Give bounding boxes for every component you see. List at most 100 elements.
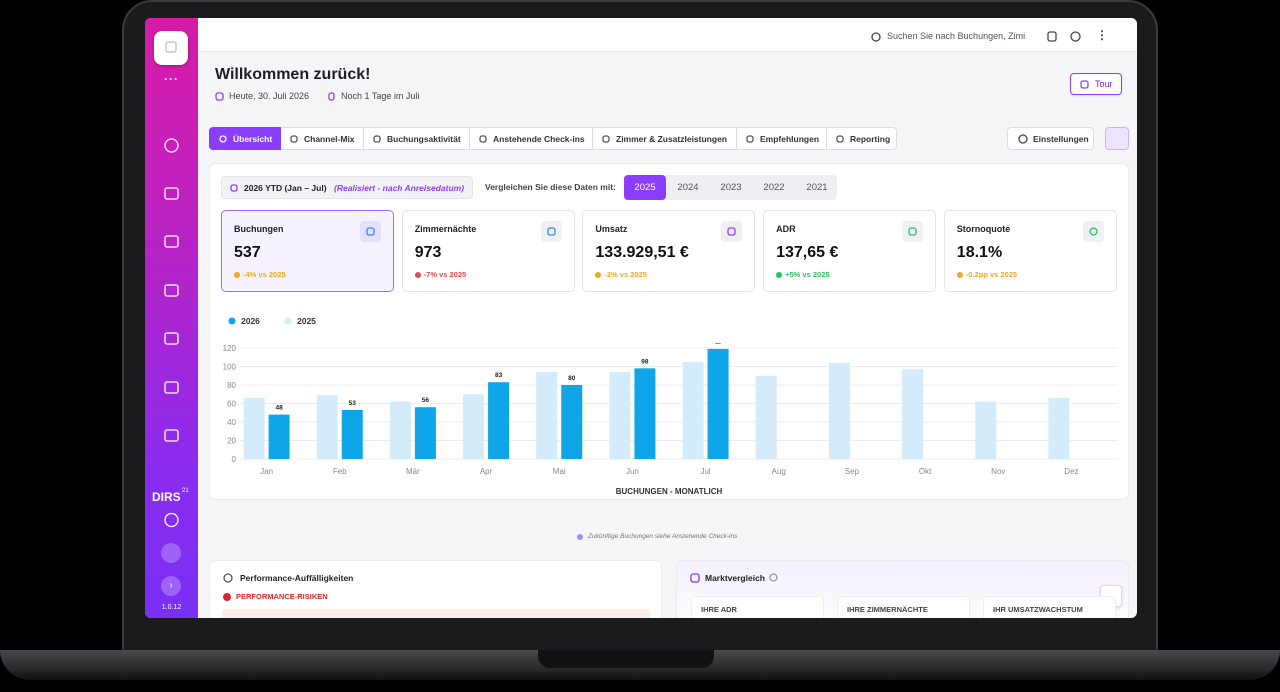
icon-shape bbox=[164, 138, 179, 153]
legend-label: 2025 bbox=[297, 316, 316, 326]
kpi-status-dot bbox=[595, 272, 602, 278]
kpi-value: 537 bbox=[234, 244, 261, 261]
screen: ··· DIRS 21 › 1.0.12 Suchen Sie nach Buchunge… bbox=[145, 18, 1137, 618]
compare-label: Vergleichen Sie diese Daten mit: bbox=[485, 182, 616, 192]
search-input[interactable]: Suchen Sie nach Buchungen, Zimi bbox=[887, 31, 1026, 41]
x-tick-label: Mai bbox=[553, 467, 566, 476]
bar bbox=[561, 385, 583, 459]
nav-icon[interactable] bbox=[164, 138, 179, 153]
tab[interactable]: Übersicht bbox=[209, 127, 281, 150]
kpi-status-dot bbox=[234, 272, 240, 278]
kpi-card[interactable]: ADR 137,65 € +5% vs 2025 bbox=[763, 210, 937, 292]
icon-shape bbox=[223, 593, 231, 601]
tab[interactable]: Empfehlungen bbox=[737, 127, 827, 150]
collapse-btn[interactable] bbox=[161, 543, 181, 563]
kpi-icon bbox=[547, 227, 556, 236]
icon-shape bbox=[328, 92, 335, 101]
market-column-label: IHR UMSATZWACHSTUM bbox=[993, 605, 1083, 614]
period-note: (Realisiert - nach Anreisedatum) bbox=[334, 183, 465, 193]
icon-shape bbox=[219, 135, 227, 143]
nav-icon[interactable] bbox=[164, 235, 179, 248]
icon-shape bbox=[746, 135, 754, 143]
tab[interactable]: Buchungsaktivität bbox=[364, 127, 470, 150]
year-option[interactable]: 2024 bbox=[667, 175, 709, 200]
icon-shape bbox=[164, 235, 179, 248]
kpi-value: 973 bbox=[414, 244, 442, 261]
bar bbox=[414, 407, 436, 459]
icon-shape bbox=[479, 135, 487, 143]
kpi-card[interactable]: Umsatz 133.929,51 € -2% vs 2025 bbox=[582, 210, 756, 292]
y-tick-label: 100 bbox=[223, 363, 237, 372]
tab[interactable]: Channel-Mix bbox=[281, 127, 364, 150]
icon-shape bbox=[908, 227, 917, 236]
tab[interactable]: Anstehende Check-ins bbox=[470, 127, 593, 150]
kpi-label: Zimmernächte bbox=[414, 224, 477, 234]
brand-sup: 21 bbox=[182, 488, 189, 494]
legend-label: 2026 bbox=[241, 316, 260, 326]
tab-icon bbox=[373, 135, 381, 143]
kpi-card[interactable]: Stornoquote 18.1% -0.2pp vs 2025 bbox=[943, 210, 1117, 292]
year-label: 2024 bbox=[677, 182, 699, 193]
kpi-icon-bg bbox=[721, 221, 743, 242]
bar bbox=[707, 348, 729, 459]
kpi-icon-bg bbox=[1082, 221, 1104, 242]
legend-marker bbox=[228, 317, 236, 325]
year-option[interactable]: 2025 bbox=[624, 175, 666, 200]
bar bbox=[682, 361, 704, 459]
nav-icon[interactable] bbox=[164, 187, 179, 200]
kpi-card[interactable]: Zimmernächte 973 -7% vs 2025 bbox=[401, 210, 575, 292]
date: Heute, 30. Juli 2026 bbox=[229, 91, 310, 101]
icon-shape bbox=[1070, 31, 1081, 42]
x-tick-label: Okt bbox=[919, 467, 932, 476]
market-icon bbox=[690, 573, 700, 583]
settings-button[interactable]: Einstellungen bbox=[1007, 127, 1094, 150]
market-column-label: IHRE ZIMMERNÄCHTE bbox=[847, 605, 928, 614]
year-option[interactable]: 2021 bbox=[796, 175, 838, 200]
tab-label: Channel-Mix bbox=[304, 134, 355, 144]
tab-icon bbox=[219, 135, 227, 143]
year-option[interactable]: 2022 bbox=[753, 175, 795, 200]
bar bbox=[389, 401, 411, 459]
y-tick-label: 120 bbox=[223, 344, 237, 353]
x-tick-label: Jun bbox=[626, 467, 639, 476]
y-tick-label: 80 bbox=[227, 381, 236, 390]
magic-button[interactable] bbox=[1105, 127, 1129, 150]
tab[interactable]: Reporting bbox=[827, 127, 897, 150]
bar bbox=[634, 368, 656, 459]
market-column: IHRE ZIMMERNÄCHTE bbox=[837, 596, 970, 618]
icon-shape bbox=[164, 429, 179, 442]
phone-icon bbox=[164, 512, 179, 528]
future-note[interactable]: Zukünftige Buchungen siehe Anstehende Ch… bbox=[588, 533, 738, 540]
bar bbox=[268, 414, 290, 459]
kpi-label: Stornoquote bbox=[956, 224, 1011, 234]
icon-shape bbox=[769, 573, 778, 582]
kpi-status-dot bbox=[956, 272, 963, 278]
nav-icon[interactable] bbox=[164, 332, 179, 345]
kpi-delta: -2% vs 2025 bbox=[604, 270, 647, 279]
tour-button[interactable]: Tour bbox=[1070, 73, 1122, 95]
x-tick-label: Feb bbox=[333, 467, 347, 476]
gear-icon bbox=[1018, 134, 1028, 144]
y-tick-label: 20 bbox=[227, 437, 236, 446]
nav-icon[interactable] bbox=[164, 429, 179, 442]
nav-icon[interactable] bbox=[164, 284, 179, 297]
legend-marker bbox=[284, 317, 292, 325]
tab[interactable]: Zimmer & Zusatzleistungen bbox=[593, 127, 737, 150]
calendar-icon bbox=[215, 92, 224, 101]
kpi-status-dot bbox=[414, 272, 421, 278]
nav-icon[interactable] bbox=[164, 381, 179, 394]
help-icon[interactable] bbox=[1070, 31, 1081, 42]
kpi-icon-bg bbox=[360, 221, 381, 242]
x-tick-label: Jul bbox=[700, 467, 710, 476]
kpi-card[interactable]: Buchungen 537 -4% vs 2025 bbox=[221, 210, 394, 292]
kpi-label: Umsatz bbox=[595, 224, 628, 234]
tab-label: Zimmer & Zusatzleistungen bbox=[616, 134, 727, 144]
bell-icon[interactable] bbox=[1047, 31, 1057, 42]
kpi-value: 18.1% bbox=[956, 244, 1003, 261]
expand-btn[interactable]: › bbox=[161, 576, 181, 596]
year-option[interactable]: 2023 bbox=[710, 175, 752, 200]
icon-shape bbox=[366, 227, 375, 236]
menu-dots[interactable]: ⋮ bbox=[1096, 28, 1108, 42]
remaining: Noch 1 Tage im Juli bbox=[341, 91, 420, 101]
